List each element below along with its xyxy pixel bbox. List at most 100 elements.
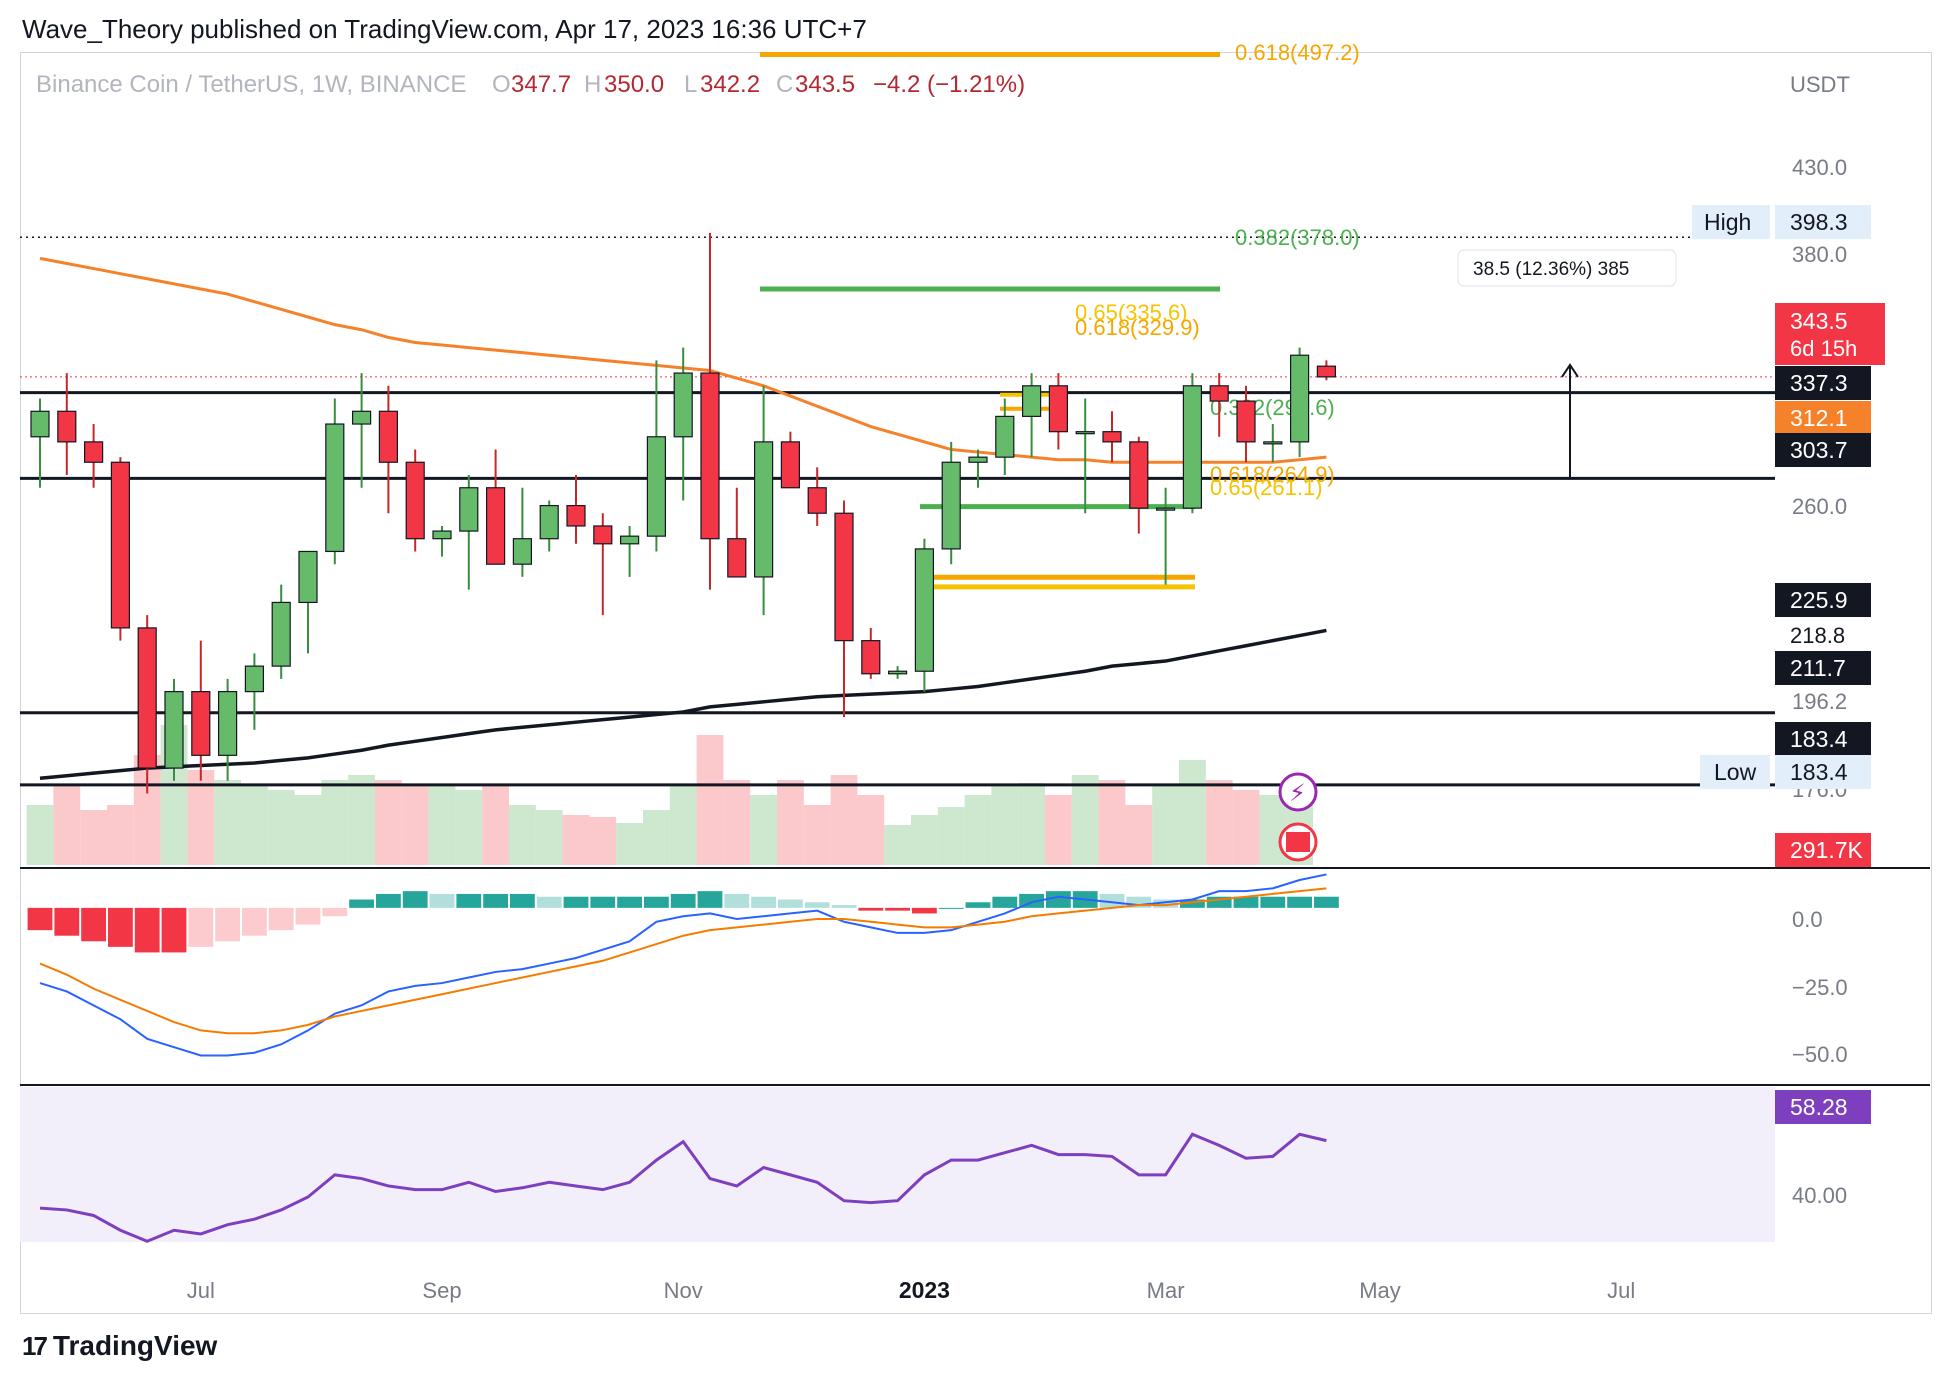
macd-histogram-bar: [134, 907, 160, 953]
tradingview-brand[interactable]: 17 TradingView: [22, 1330, 217, 1362]
volume-bar: [428, 785, 456, 865]
volume-bar: [911, 815, 938, 865]
fib-level-label: 0.618(264.9): [1210, 462, 1335, 487]
volume-bar: [509, 805, 536, 865]
candle-body: [325, 423, 345, 553]
volume-bar: [616, 823, 643, 865]
candle: [191, 640, 211, 781]
high-value: 398.3: [1790, 209, 1848, 235]
candle: [164, 678, 184, 781]
candle: [807, 467, 827, 526]
candle-body: [1289, 354, 1310, 443]
macd-histogram-bar: [644, 896, 669, 908]
rsi-badge-bg: [1775, 1090, 1871, 1124]
candle: [1209, 373, 1229, 437]
candle: [780, 431, 801, 489]
flash-icon: [1278, 772, 1318, 812]
macd-histogram-bar: [188, 907, 214, 947]
brand-name: TradingView: [52, 1330, 218, 1361]
volume-bar: [1152, 785, 1179, 865]
macd-histogram-bar: [295, 907, 321, 925]
published-header: Wave_Theory published on TradingView.com…: [22, 14, 867, 44]
macd-line: [39, 873, 1327, 1057]
candle: [405, 449, 425, 552]
measure-arrow-head: [1561, 363, 1579, 378]
rsi-y-tick: 40.00: [1792, 1183, 1847, 1208]
last-price-badge-bg: [1775, 303, 1885, 365]
volume-badge-bg: [1775, 833, 1871, 867]
macd-histogram-bar: [563, 896, 589, 908]
volume-bar: [267, 790, 295, 865]
macd-histogram-bar: [965, 902, 991, 908]
candle: [861, 627, 881, 679]
high-tag: High: [1704, 209, 1751, 235]
price-badge-337: 337.3: [1790, 370, 1848, 396]
low-value-bg: [1775, 755, 1871, 789]
legend-high: 350.0: [604, 71, 664, 98]
candle: [218, 678, 238, 781]
candle-body: [807, 487, 827, 514]
candle: [1289, 347, 1310, 458]
candle-body: [191, 691, 211, 756]
volume-bar: [53, 785, 81, 865]
macd-histogram-bar: [402, 891, 428, 908]
macd-histogram-bar: [536, 896, 562, 908]
candle-body: [1236, 400, 1256, 443]
candle: [1021, 373, 1042, 458]
rsi-line: [39, 1132, 1327, 1243]
macd-histogram-bar: [322, 907, 348, 917]
candle-body: [271, 601, 291, 667]
macd-histogram-bar: [938, 907, 964, 909]
candle-body: [512, 538, 533, 565]
volume-bar: [1018, 783, 1045, 865]
macd-histogram-bar: [1287, 896, 1312, 908]
high-tag-bg: [1692, 205, 1770, 239]
legend-change: −4.2 (−1.21%): [873, 71, 1025, 98]
candle-body: [110, 461, 131, 629]
countdown-badge: 6d 15h: [1790, 336, 1857, 361]
candle-body: [1102, 431, 1122, 443]
macd-histogram-bar: [483, 893, 508, 908]
candle: [887, 666, 908, 679]
candle: [941, 441, 961, 565]
candle-body: [1316, 365, 1337, 378]
fib-level-label: 0.65(335.6): [1075, 300, 1188, 325]
macd-histogram-bar: [992, 896, 1018, 908]
candle: [137, 615, 157, 794]
macd-histogram-bar: [778, 899, 803, 908]
volume-bar: [1071, 775, 1099, 865]
candle-body: [1263, 441, 1283, 445]
signal-line: [39, 887, 1327, 1035]
candle-body: [218, 691, 238, 756]
candle: [593, 513, 613, 616]
volume-bar: [80, 810, 107, 865]
macd-histogram-bar: [912, 907, 937, 914]
candle: [325, 398, 345, 565]
volume-bar: [321, 780, 349, 865]
candle: [727, 487, 747, 578]
macd-histogram-bar: [1099, 893, 1125, 908]
candle: [83, 424, 104, 488]
candle: [1155, 487, 1176, 585]
volume-bar: [1125, 805, 1153, 865]
macd-histogram-bar: [215, 907, 240, 942]
volume-bar: [241, 785, 268, 865]
candle: [271, 584, 291, 679]
fib-level-label: 0.65(261.1): [1210, 475, 1323, 500]
low-tag: Low: [1714, 759, 1757, 785]
macd-histogram-bar: [831, 905, 857, 908]
candle: [512, 487, 533, 577]
candle: [110, 457, 131, 641]
macd-histogram-bar: [27, 907, 53, 931]
candle-body: [164, 691, 184, 769]
legend-high-label: H: [584, 71, 601, 98]
price-badge-ema50-bg: [1775, 401, 1871, 435]
fib-level-label: 0.382(378.0): [1235, 225, 1360, 250]
macd-histogram-bar: [1180, 899, 1205, 908]
candle-body: [137, 627, 157, 769]
volume-bar: [1098, 780, 1126, 865]
candle-body: [968, 456, 988, 463]
candle-body: [700, 372, 720, 540]
